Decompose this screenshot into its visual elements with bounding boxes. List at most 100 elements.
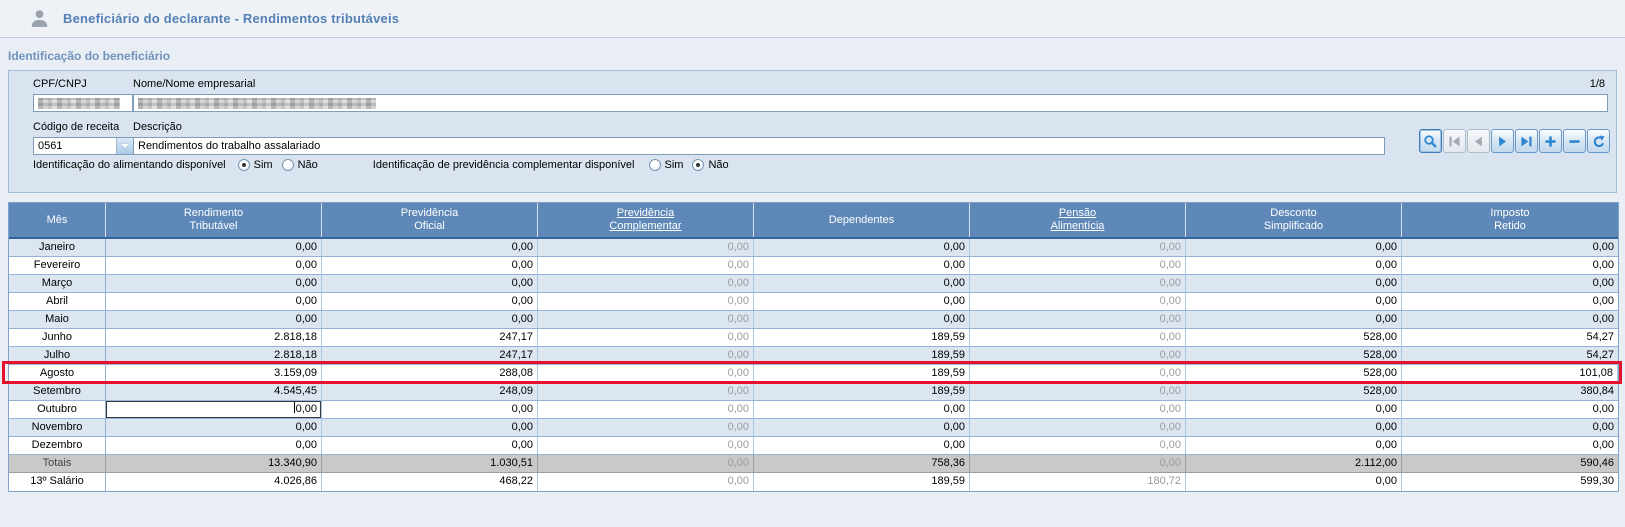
grid-row: Junho 2.818,18 247,17 0,00 189,59 0,00 528,00 5… [9, 329, 1618, 347]
value-cell[interactable]: 0,00 [1592, 277, 1614, 289]
value-cell[interactable]: 0,00 [754, 437, 970, 454]
value-cell[interactable]: 0,00 [1592, 259, 1614, 271]
chevron-down-icon[interactable] [116, 138, 133, 154]
value-cell[interactable]: 0,00 [322, 293, 538, 310]
month-cell: Julho [9, 347, 106, 364]
value-cell[interactable]: 0,00 [754, 239, 970, 256]
title-bar: Beneficiário do declarante - Rendimentos… [0, 0, 1625, 38]
value-cell[interactable]: 0,00 [322, 401, 538, 418]
value-cell[interactable]: 528,00 [1186, 329, 1402, 346]
codigo-label: Código de receita [33, 121, 120, 133]
value-cell[interactable]: 189,59 [754, 383, 970, 400]
descricao-field[interactable]: Rendimentos do trabalho assalariado [133, 137, 1385, 155]
value-cell[interactable]: 2.818,18 [106, 347, 322, 364]
section-title: Identificação do beneficiário [8, 49, 171, 63]
add-button[interactable] [1539, 129, 1562, 153]
value-cell[interactable]: 0,00 [322, 311, 538, 328]
column-header[interactable]: Pensão Alimentícia [970, 203, 1186, 237]
value-cell[interactable]: 0,00 [1186, 239, 1402, 256]
value-cell[interactable]: 0,00 [754, 311, 970, 328]
undo-button[interactable] [1587, 129, 1610, 153]
value-cell[interactable]: 4.026,86 [106, 473, 322, 491]
month-cell: Junho [9, 329, 106, 346]
value-cell[interactable]: 0,00 [322, 437, 538, 454]
value-cell[interactable]: 247,17 [322, 347, 538, 364]
value-cell[interactable]: 189,59 [754, 329, 970, 346]
prev-complementar-nao-radio[interactable]: Não [692, 159, 729, 171]
value-cell[interactable]: 0,00 [1186, 401, 1402, 418]
value-cell[interactable]: 54,27 [1586, 349, 1614, 361]
value-cell[interactable]: 0,00 [1186, 311, 1402, 328]
nome-input[interactable] [133, 94, 1608, 112]
value-cell[interactable]: 0,00 [1186, 275, 1402, 292]
value-cell[interactable]: 0,00 [1186, 293, 1402, 310]
value-cell[interactable]: 0,00 [106, 239, 322, 256]
value-cell[interactable]: 528,00 [1186, 383, 1402, 400]
value-cell[interactable]: 0,00 [106, 419, 322, 436]
alimentando-label: Identificação do alimentando disponível [33, 159, 226, 171]
column-header[interactable]: Previdência Complementar [538, 203, 754, 237]
value-cell[interactable]: 0,00 [106, 275, 322, 292]
descricao-label: Descrição [133, 121, 182, 133]
value-cell[interactable]: 0,00 [1592, 439, 1614, 451]
value-cell[interactable]: 0,00 [1186, 419, 1402, 436]
value-cell[interactable]: 0,00 [1186, 437, 1402, 454]
value-cell[interactable]: 528,00 [1186, 347, 1402, 364]
value-cell[interactable]: 0,00 [322, 275, 538, 292]
value-cell[interactable]: 0,00 [1592, 295, 1614, 307]
value-cell[interactable]: 380,84 [1580, 385, 1614, 397]
first-button [1443, 129, 1466, 153]
alimentando-sim-label: Sim [253, 159, 273, 171]
value-cell[interactable]: 189,59 [754, 365, 970, 382]
prev-complementar-sim-radio[interactable]: Sim [648, 159, 683, 171]
value-cell[interactable]: 0,00 [754, 275, 970, 292]
value-cell[interactable]: 0,00 [1592, 313, 1614, 325]
value-cell[interactable]: 599,30 [1580, 475, 1614, 487]
value-cell[interactable]: 0,00 [754, 401, 970, 418]
alimentando-nao-radio[interactable]: Não [281, 159, 318, 171]
value-cell[interactable]: 189,59 [754, 347, 970, 364]
column-header: Dependentes [754, 203, 970, 237]
previous-icon [1474, 136, 1482, 146]
page-title: Beneficiário do declarante - Rendimentos… [63, 11, 400, 26]
value-cell[interactable]: 0,00 [106, 293, 322, 310]
value-cell[interactable]: 101,08 [1402, 365, 1618, 382]
value-cell: 0,00 [970, 257, 1186, 274]
cpf-input[interactable] [33, 94, 133, 112]
value-cell[interactable]: 0,00 [1592, 241, 1614, 253]
value-cell[interactable]: 0,00 [322, 239, 538, 256]
grid-row: Maio 0,00 0,00 0,00 0,00 0,00 0,00 0,00 [9, 311, 1618, 329]
month-cell: Fevereiro [9, 257, 106, 274]
value-cell[interactable]: 0,00 [1592, 421, 1614, 433]
value-cell[interactable]: 0,00 [106, 257, 322, 274]
value-cell[interactable]: 0,00 [106, 311, 322, 328]
value-cell[interactable]: 248,09 [322, 383, 538, 400]
value-cell[interactable]: 4.545,45 [106, 383, 322, 400]
value-cell[interactable]: 0,00 [754, 419, 970, 436]
value-cell[interactable]: 0,00 [754, 257, 970, 274]
editing-value-cell[interactable]: 0,00 [106, 401, 322, 418]
record-navigation-toolbar [1419, 129, 1610, 153]
value-cell[interactable]: 0,00 [754, 293, 970, 310]
value-cell[interactable]: 3.159,09 [106, 365, 322, 382]
value-cell[interactable]: 0,00 [106, 437, 322, 454]
remove-button[interactable] [1563, 129, 1586, 153]
value-cell[interactable]: 288,08 [322, 365, 538, 382]
value-cell[interactable]: 247,17 [322, 329, 538, 346]
value-cell[interactable]: 0,00 [1186, 473, 1402, 491]
value-cell[interactable]: 468,22 [322, 473, 538, 491]
codigo-combobox[interactable]: 0561 [33, 137, 134, 155]
value-cell[interactable]: 189,59 [754, 473, 970, 491]
value-cell[interactable]: 528,00 [1186, 365, 1402, 382]
value-cell[interactable]: 54,27 [1586, 331, 1614, 343]
value-cell[interactable]: 0,00 [1186, 257, 1402, 274]
value-cell[interactable]: 0,00 [322, 419, 538, 436]
last-button[interactable] [1515, 129, 1538, 153]
value-cell[interactable]: 0,00 [1592, 403, 1614, 415]
value-cell[interactable]: 2.818,18 [106, 329, 322, 346]
next-button[interactable] [1491, 129, 1514, 153]
alimentando-sim-radio[interactable]: Sim [237, 159, 273, 171]
value-cell: 0,00 [970, 239, 1186, 256]
search-button[interactable] [1419, 129, 1442, 153]
value-cell[interactable]: 0,00 [322, 257, 538, 274]
